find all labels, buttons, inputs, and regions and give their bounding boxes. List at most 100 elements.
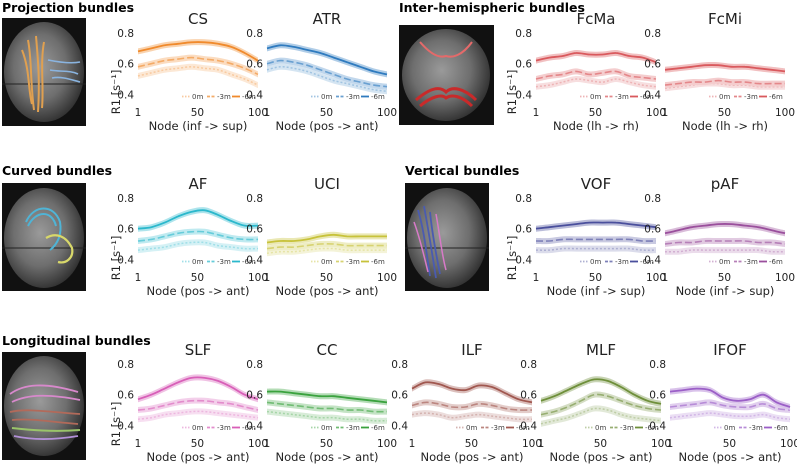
series-line-0m <box>535 78 657 88</box>
legend-label-0m: 0m <box>321 424 332 432</box>
y-tick-label: 0.4 <box>649 420 666 432</box>
legend: 0m -3m -6m <box>585 424 659 432</box>
x-tick-label: 1 <box>533 272 540 284</box>
series-line-0m <box>664 82 785 89</box>
x-axis-label: Node (pos -> ant) <box>147 450 250 464</box>
series-line-3m <box>137 230 259 242</box>
legend-label-3m: -3m <box>217 424 231 432</box>
legend-label-3m: -3m <box>749 424 763 432</box>
x-tick-label: 1 <box>264 272 271 284</box>
x-tick-label: 1 <box>667 438 674 450</box>
series-band-6m <box>541 376 661 407</box>
panel-title: ILF <box>461 341 482 359</box>
series-line-3m <box>137 399 259 411</box>
series-band-0m <box>536 75 656 90</box>
x-axis-label: Node (pos -> ant) <box>147 284 250 298</box>
legend: 0m -3m -6m <box>714 424 788 432</box>
series-line-6m <box>535 221 657 230</box>
y-tick-label: 0.6 <box>515 224 532 236</box>
legend-label-3m: -3m <box>615 93 629 101</box>
x-tick-label: 50 <box>320 272 333 284</box>
series-band-6m <box>670 385 790 410</box>
series-line-3m <box>137 56 259 76</box>
panel-fcmi: FcMi 0.8 0.6 0.41 50 100 Node (lh -> rh) 0m -3m -… <box>644 10 795 133</box>
series-line-0m <box>266 247 387 254</box>
y-tick-label: 0.4 <box>515 254 532 266</box>
legend-label-6m: -6m <box>769 93 783 101</box>
y-tick-label: 0.6 <box>246 59 263 71</box>
legend-label-6m: -6m <box>242 258 256 266</box>
legend-label-6m: -6m <box>645 424 659 432</box>
series-line-3m <box>664 240 786 245</box>
y-tick-label: 0.4 <box>117 420 134 432</box>
y-tick-label: 0.8 <box>117 359 134 371</box>
series-line-0m <box>137 410 259 420</box>
y-tick-label: 0.6 <box>644 59 661 71</box>
legend-label-3m: -3m <box>744 258 758 266</box>
series-band-3m <box>541 391 661 418</box>
x-tick-label: 50 <box>718 107 731 119</box>
x-axis-label: Node (pos -> ant) <box>550 450 653 464</box>
y-tick-label: 0.4 <box>117 254 134 266</box>
legend-label-0m: 0m <box>321 93 332 101</box>
series-line-0m <box>535 247 657 251</box>
y-tick-label: 0.4 <box>246 254 263 266</box>
y-tick-label: 0.8 <box>117 28 134 40</box>
ylabel-row1-right: R1 [s⁻¹] <box>505 70 519 115</box>
series-line-0m <box>540 407 662 425</box>
legend-label-6m: -6m <box>516 424 530 432</box>
y-tick-label: 0.8 <box>391 359 408 371</box>
series-line-3m <box>266 401 388 413</box>
ylabel-row3: R1 [s⁻¹] <box>109 402 123 447</box>
x-tick-label: 100 <box>522 438 542 450</box>
series-band-6m <box>267 231 387 246</box>
x-tick-label: 100 <box>646 107 666 119</box>
x-tick-label: 100 <box>377 107 397 119</box>
y-tick-label: 0.6 <box>246 224 263 236</box>
legend-label-0m: 0m <box>192 424 203 432</box>
x-tick-label: 1 <box>409 438 416 450</box>
y-tick-label: 0.6 <box>117 59 134 71</box>
series-band-3m <box>665 77 785 89</box>
series-band-0m <box>138 408 258 423</box>
legend-label-3m: -3m <box>217 258 231 266</box>
series-line-6m <box>137 209 259 230</box>
y-tick-label: 0.4 <box>644 254 661 266</box>
panel-title: UCI <box>314 175 340 193</box>
x-axis-label: Node (pos -> ant) <box>276 284 379 298</box>
series-band-3m <box>267 399 387 415</box>
series-band-0m <box>138 239 258 254</box>
x-tick-label: 1 <box>135 107 142 119</box>
y-tick-label: 0.8 <box>649 359 666 371</box>
series-band-3m <box>138 228 258 244</box>
y-tick-label: 0.4 <box>644 89 661 101</box>
legend: 0m -3m -6m <box>182 424 256 432</box>
series-line-0m <box>664 249 786 253</box>
series-line-0m <box>411 412 533 421</box>
x-axis-label: Node (inf -> sup) <box>149 119 248 133</box>
series-band-0m <box>267 408 387 424</box>
x-tick-label: 100 <box>646 272 666 284</box>
series-line-0m <box>137 241 259 251</box>
y-tick-label: 0.8 <box>515 193 532 205</box>
panel-title: CS <box>188 10 208 28</box>
x-tick-label: 100 <box>248 107 268 119</box>
series-band-6m <box>536 219 656 232</box>
legend-label-3m: -3m <box>346 258 360 266</box>
series-band-6m <box>138 207 258 232</box>
y-tick-label: 0.4 <box>117 89 134 101</box>
series-band-3m <box>665 237 785 247</box>
legend: 0m -3m -6m <box>182 258 256 266</box>
y-tick-label: 0.4 <box>246 89 263 101</box>
legend: 0m -3m -6m <box>311 93 385 101</box>
legend-label-6m: -6m <box>371 424 385 432</box>
y-tick-label: 0.8 <box>117 193 134 205</box>
legend-label-3m: -3m <box>620 424 634 432</box>
legend-label-0m: 0m <box>192 93 203 101</box>
